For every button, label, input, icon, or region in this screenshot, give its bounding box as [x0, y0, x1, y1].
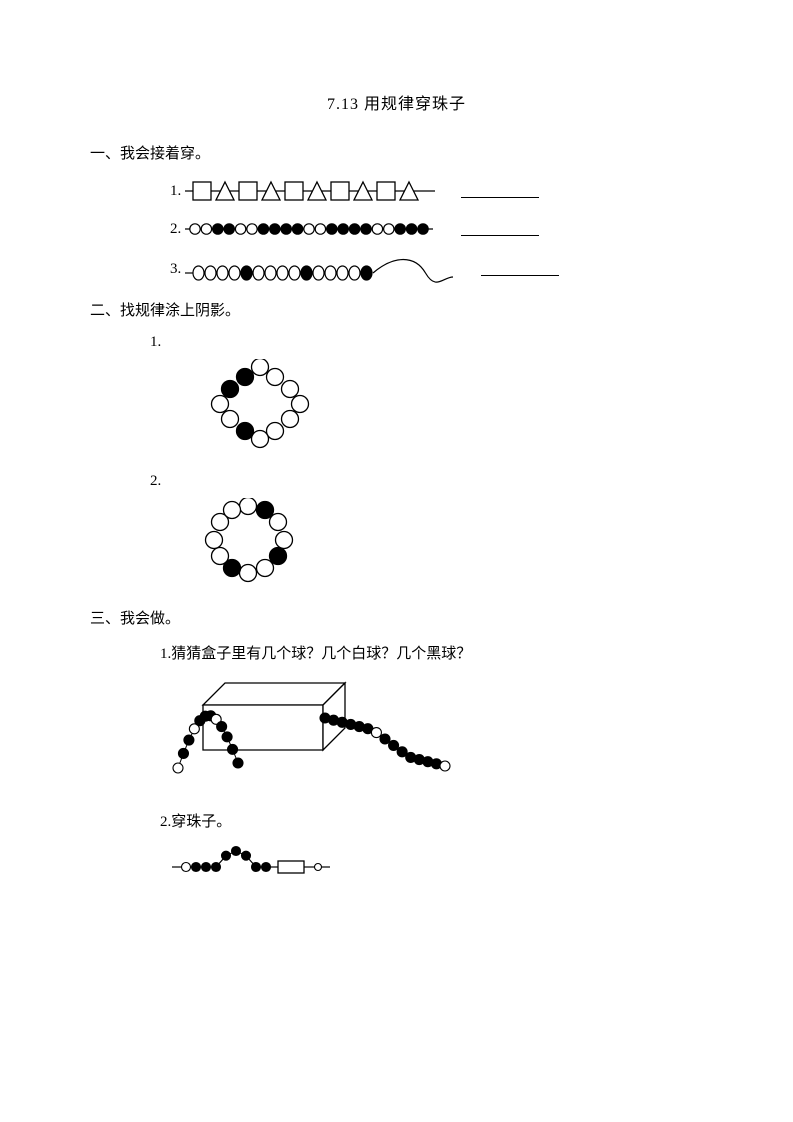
answer-blank-2	[461, 222, 539, 236]
s1-item-1-num: 1.	[170, 183, 181, 200]
answer-blank-3	[481, 262, 559, 276]
s1-item-2: 2.	[90, 219, 703, 239]
s3-box-holder	[90, 673, 703, 788]
s3-q2: 2.穿珠子。	[90, 810, 703, 831]
s3-q1: 1.猜猜盒子里有几个球？几个白球？几个黑球？	[90, 642, 703, 663]
s1-item-3: 3.	[90, 253, 703, 285]
answer-blank-1	[461, 184, 539, 198]
pattern-3-svg	[185, 253, 465, 285]
pattern-1-svg	[185, 177, 445, 205]
diamond-loop-svg	[200, 359, 330, 454]
pattern-2-svg	[185, 219, 445, 239]
page-title: 7.13 用规律穿珠子	[90, 90, 703, 114]
s2-diagram-1-holder	[90, 359, 703, 459]
s1-item-3-num: 3.	[170, 261, 181, 278]
s1-item-1: 1.	[90, 177, 703, 205]
s1-item-2-num: 2.	[170, 221, 181, 238]
s2-item-1-num: 1.	[90, 334, 703, 351]
section-1-heading: 一、我会接着穿。	[90, 142, 703, 163]
section-2-heading: 二、找规律涂上阴影。	[90, 299, 703, 320]
s3-string-holder	[90, 841, 703, 886]
string-beads-svg	[170, 841, 370, 881]
box-beads-svg	[170, 673, 470, 783]
s2-diagram-2-holder	[90, 498, 703, 593]
section-3-heading: 三、我会做。	[90, 607, 703, 628]
oval-loop-svg	[200, 498, 310, 588]
s2-item-2-num: 2.	[90, 473, 703, 490]
